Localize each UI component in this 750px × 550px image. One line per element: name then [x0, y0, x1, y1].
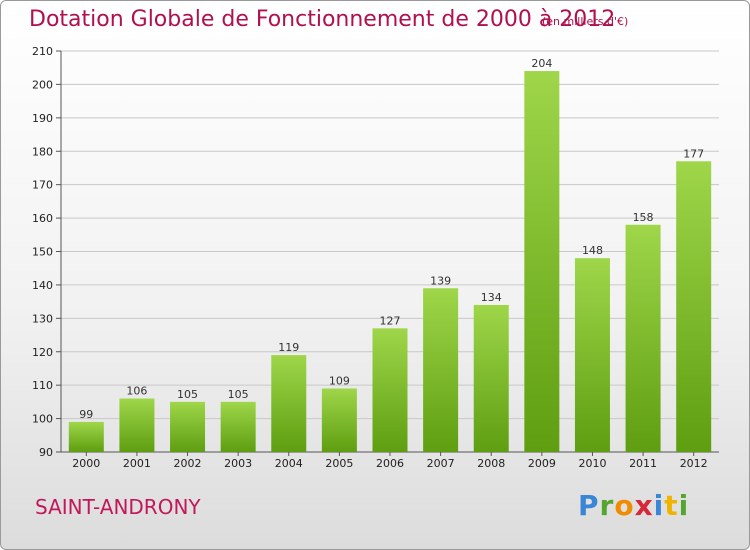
logo-letter: t	[664, 489, 679, 522]
y-tick-label: 200	[32, 78, 53, 91]
bar-value-label: 158	[633, 211, 654, 224]
y-tick-label: 180	[32, 145, 53, 158]
bar-value-label: 105	[177, 388, 198, 401]
bar-value-label: 109	[329, 375, 350, 388]
bar	[574, 258, 610, 452]
x-tick-label: 2009	[528, 457, 556, 470]
y-tick-label: 110	[32, 379, 53, 392]
commune-name: SAINT-ANDRONY	[35, 495, 201, 519]
x-tick-label: 2006	[376, 457, 404, 470]
logo-letter: o	[614, 489, 635, 522]
x-tick-label: 2000	[72, 457, 100, 470]
logo-letter: i	[678, 489, 690, 522]
bar	[625, 224, 661, 452]
bar	[423, 288, 459, 452]
y-tick-label: 120	[32, 346, 53, 359]
y-tick-label: 170	[32, 179, 53, 192]
bar-value-label: 134	[481, 291, 502, 304]
y-tick-label: 90	[39, 446, 53, 459]
x-tick-label: 2011	[629, 457, 657, 470]
y-tick-label: 130	[32, 312, 53, 325]
logo-letter: P	[578, 489, 600, 522]
bars	[68, 71, 712, 453]
bar-value-label: 106	[126, 385, 147, 398]
logo-letter: x	[634, 489, 654, 522]
bar	[676, 161, 712, 452]
logo-letter: i	[653, 489, 665, 522]
x-tick-label: 2002	[174, 457, 202, 470]
y-tick-label: 160	[32, 212, 53, 225]
bar-value-label: 204	[531, 57, 552, 70]
bar-value-label: 119	[278, 341, 299, 354]
bar	[321, 388, 357, 452]
y-tick-label: 100	[32, 413, 53, 426]
bar	[220, 401, 256, 452]
x-tick-label: 2012	[680, 457, 708, 470]
x-tick-label: 2008	[477, 457, 505, 470]
bar-value-label: 99	[79, 408, 93, 421]
x-tick-label: 2004	[275, 457, 303, 470]
bar	[68, 421, 104, 452]
y-tick-label: 210	[32, 45, 53, 58]
bar-value-label: 105	[228, 388, 249, 401]
x-tick-label: 2010	[578, 457, 606, 470]
bar-value-label: 148	[582, 244, 603, 257]
chart-unit-label: (en milliers d'€)	[542, 15, 629, 28]
bar-value-label: 127	[380, 314, 401, 327]
bar-value-label: 139	[430, 274, 451, 287]
labels: 9010011012013014015016017018019020021099…	[32, 45, 708, 470]
x-tick-label: 2001	[123, 457, 151, 470]
x-tick-label: 2005	[325, 457, 353, 470]
bar-value-label: 177	[683, 147, 704, 160]
bar	[372, 328, 408, 452]
bar	[271, 355, 307, 452]
x-tick-label: 2003	[224, 457, 252, 470]
logo-letter: r	[599, 489, 615, 522]
y-tick-label: 150	[32, 246, 53, 259]
bar	[473, 304, 509, 452]
x-tick-label: 2007	[427, 457, 455, 470]
y-tick-label: 190	[32, 112, 53, 125]
chart-title: Dotation Globale de Fonctionnement de 20…	[29, 7, 616, 32]
proxiti-logo[interactable]: Proxiti	[578, 489, 689, 522]
bar	[170, 401, 206, 452]
bar	[524, 71, 560, 453]
bar	[119, 398, 155, 452]
y-tick-label: 140	[32, 279, 53, 292]
